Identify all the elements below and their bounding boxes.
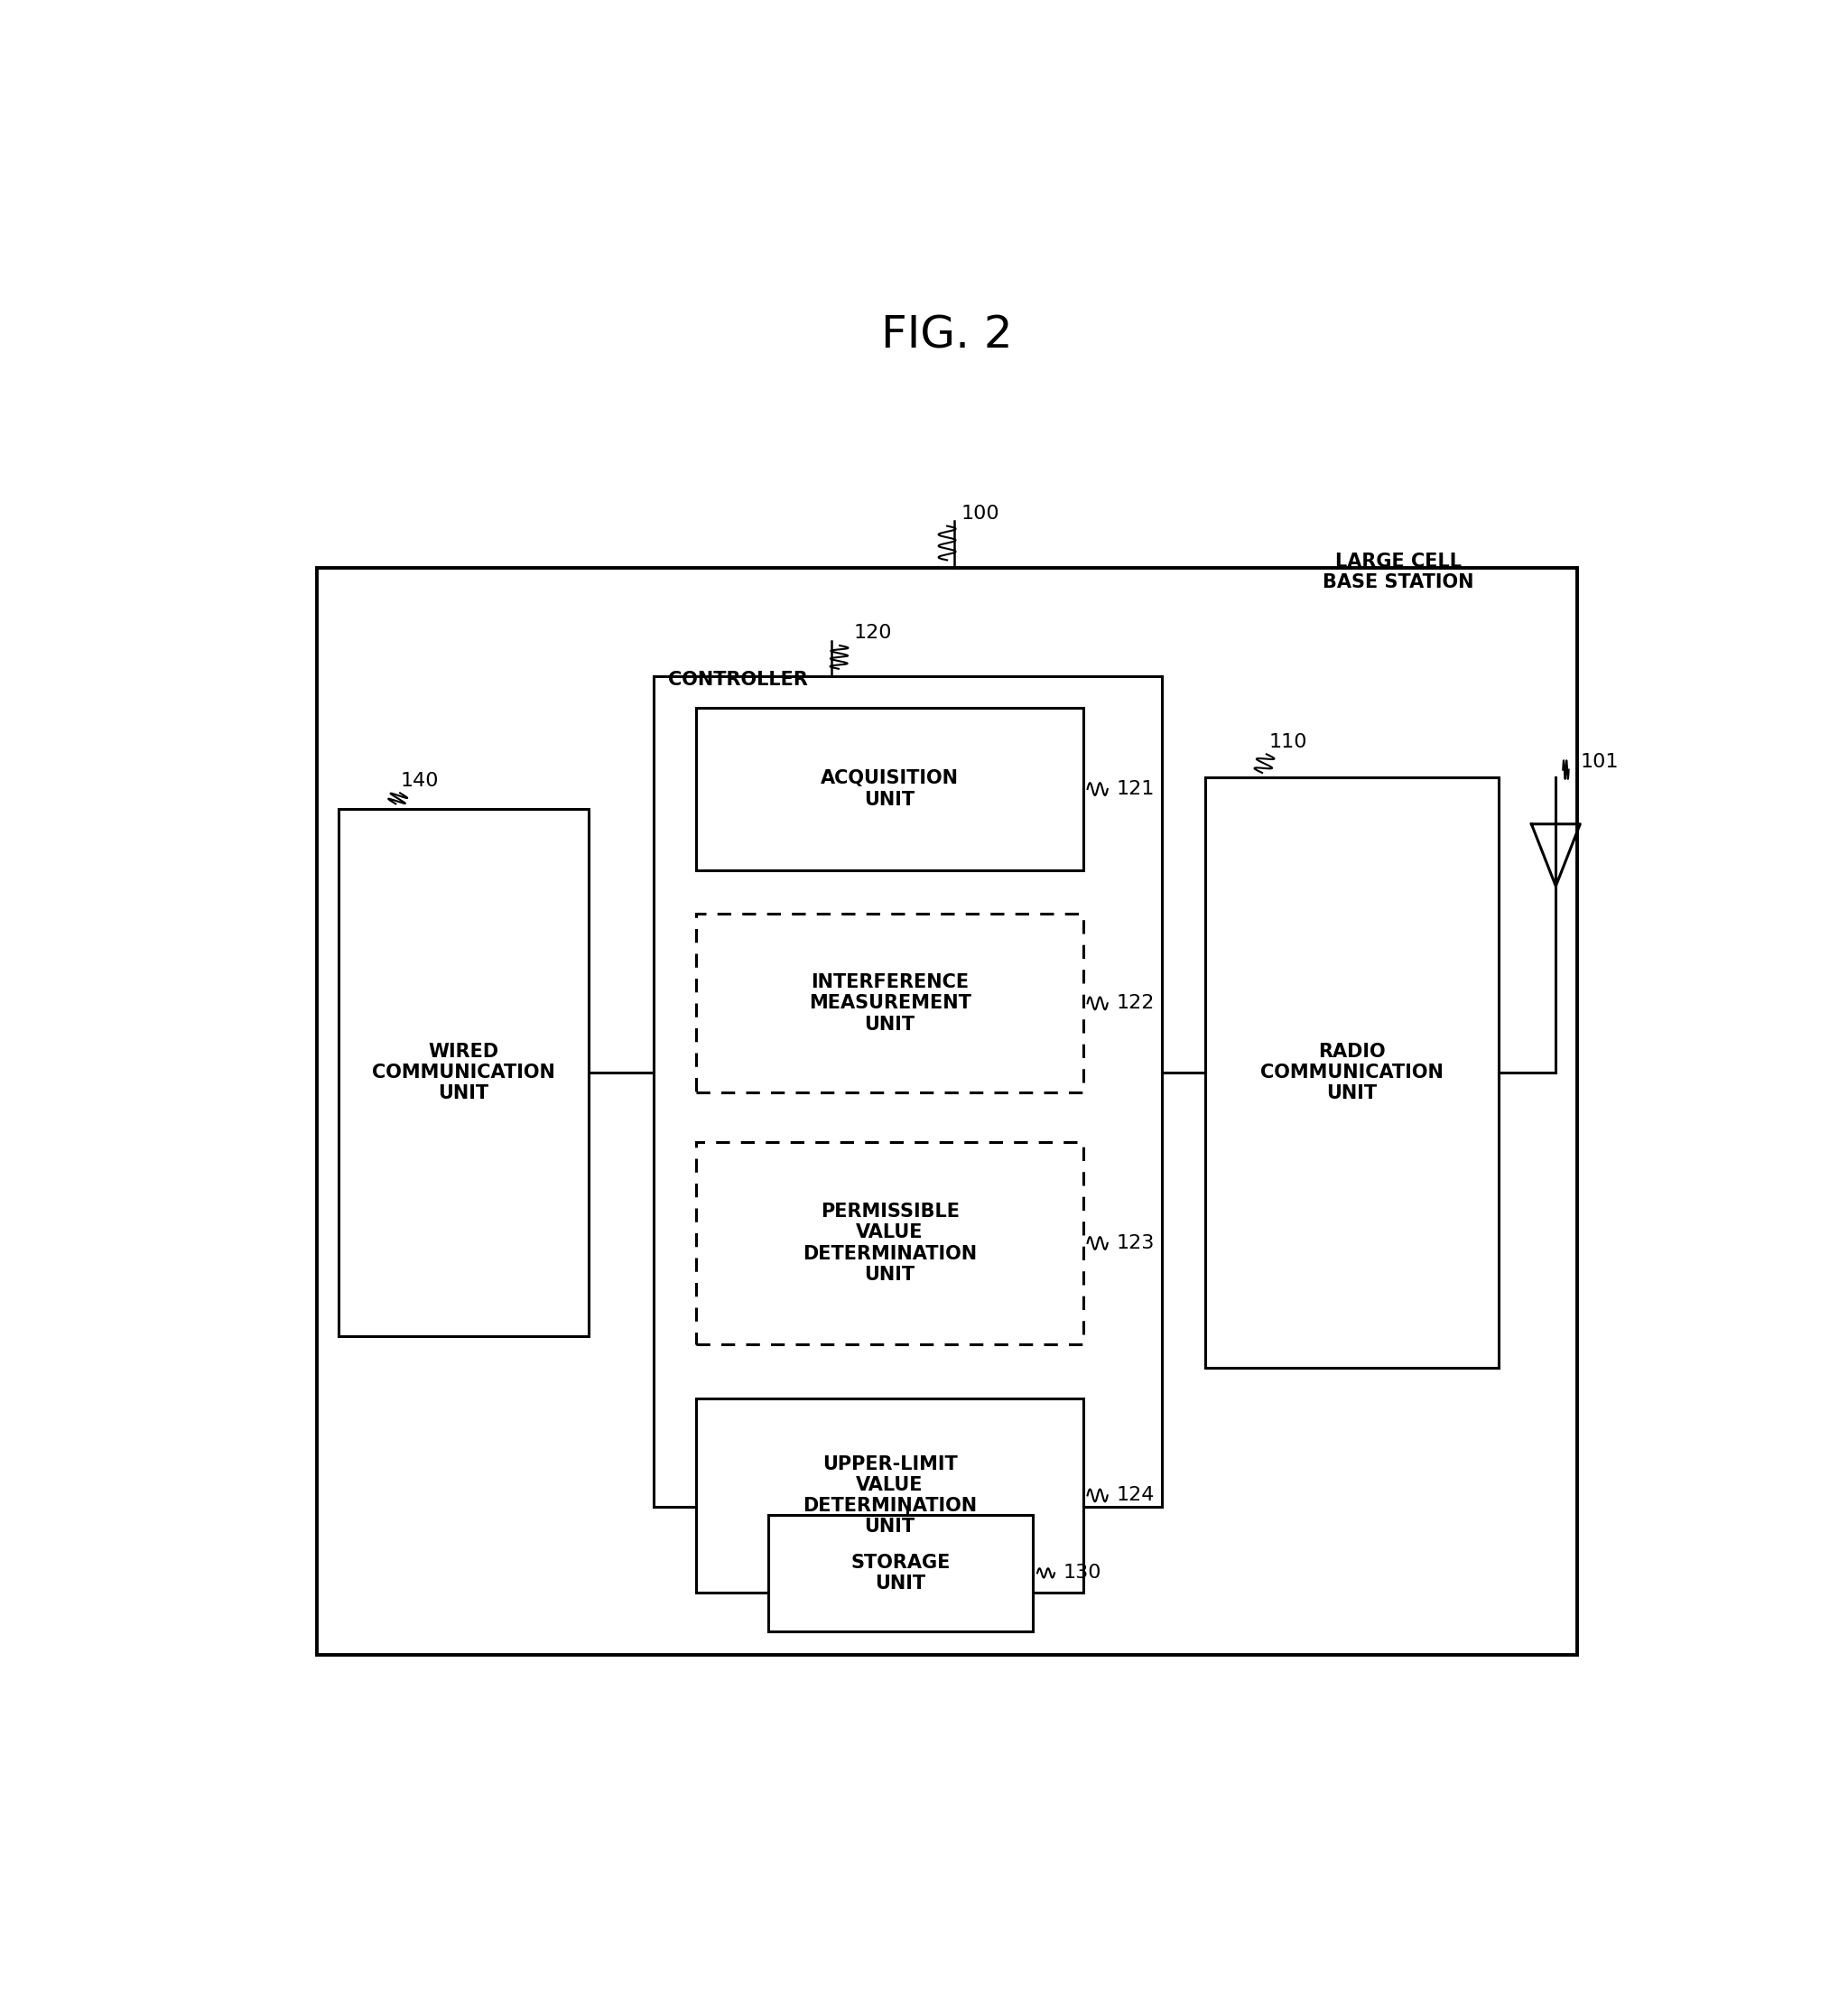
Text: 140: 140 xyxy=(399,772,438,790)
Text: ACQUISITION
UNIT: ACQUISITION UNIT xyxy=(821,770,959,808)
Text: PERMISSIBLE
VALUE
DETERMINATION
UNIT: PERMISSIBLE VALUE DETERMINATION UNIT xyxy=(802,1204,978,1284)
Text: 110: 110 xyxy=(1270,732,1308,750)
Text: RADIO
COMMUNICATION
UNIT: RADIO COMMUNICATION UNIT xyxy=(1260,1042,1443,1103)
Text: LARGE CELL
BASE STATION: LARGE CELL BASE STATION xyxy=(1323,552,1475,591)
Text: FIG. 2: FIG. 2 xyxy=(881,312,1013,357)
Bar xyxy=(697,708,1083,871)
Text: CONTROLLER: CONTROLLER xyxy=(667,671,808,689)
Bar xyxy=(1205,778,1499,1367)
Bar xyxy=(338,808,590,1337)
Text: WIRED
COMMUNICATION
UNIT: WIRED COMMUNICATION UNIT xyxy=(371,1042,554,1103)
Bar xyxy=(318,569,1576,1655)
Text: 120: 120 xyxy=(854,625,893,643)
Text: 124: 124 xyxy=(1116,1486,1155,1504)
Text: INTERFERENCE
MEASUREMENT
UNIT: INTERFERENCE MEASUREMENT UNIT xyxy=(809,974,970,1034)
Text: UPPER-LIMIT
VALUE
DETERMINATION
UNIT: UPPER-LIMIT VALUE DETERMINATION UNIT xyxy=(802,1456,978,1536)
Text: 122: 122 xyxy=(1116,994,1155,1012)
Bar xyxy=(654,677,1162,1508)
Bar xyxy=(697,1399,1083,1593)
Text: 101: 101 xyxy=(1580,752,1619,770)
Bar xyxy=(697,1143,1083,1345)
Text: 121: 121 xyxy=(1116,780,1155,798)
Bar xyxy=(769,1514,1033,1631)
Bar xyxy=(697,913,1083,1093)
Text: 123: 123 xyxy=(1116,1234,1155,1252)
Text: STORAGE
UNIT: STORAGE UNIT xyxy=(850,1554,950,1593)
Text: 130: 130 xyxy=(1063,1564,1101,1583)
Text: 100: 100 xyxy=(961,504,1000,522)
